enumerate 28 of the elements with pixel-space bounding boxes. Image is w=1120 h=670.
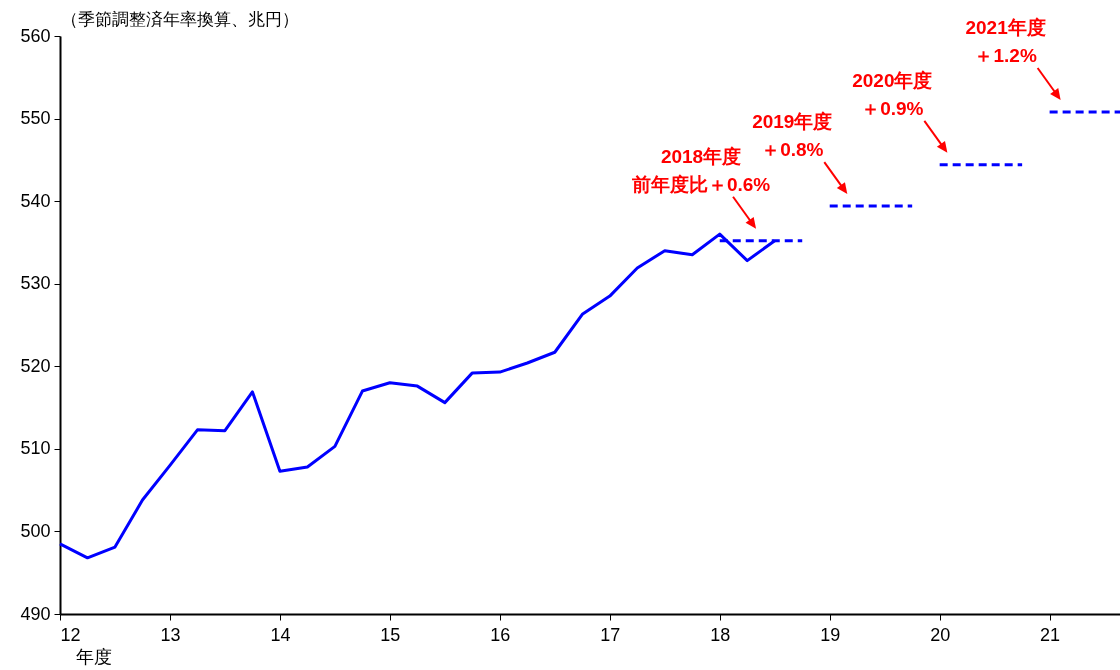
x-tick-label: 15: [380, 624, 401, 645]
y-tick-label: 510: [20, 438, 51, 459]
y-tick-label: 540: [20, 190, 51, 211]
x-tick-label: 18: [710, 624, 731, 645]
x-tick-label: 19: [820, 624, 841, 645]
x-tick-label: 12: [60, 624, 81, 645]
annotation: 2021年度: [965, 16, 1046, 38]
y-tick-label: 500: [20, 520, 51, 541]
x-tick-label: 21: [1040, 624, 1061, 645]
y-tick-label: 520: [20, 355, 51, 376]
annotation: ＋0.8%: [761, 139, 824, 161]
x-tick-label: 14: [270, 624, 291, 645]
y-tick-label: 560: [20, 25, 51, 46]
annotation: 2018年度: [660, 145, 742, 167]
y-tick-label: 490: [20, 603, 51, 624]
annotation: 2019年度: [752, 111, 833, 133]
annotation: ＋0.9%: [861, 97, 924, 119]
x-tick-label: 13: [160, 624, 181, 645]
x-tick-label: 16: [490, 624, 511, 645]
annotation: ＋1.2%: [974, 44, 1037, 66]
annotation: 前年度比＋0.6%: [630, 173, 771, 195]
annotation: 2020年度: [852, 69, 933, 91]
y-tick-label: 530: [20, 273, 51, 294]
x-tick-label: 17: [600, 624, 621, 645]
y-tick-label: 550: [20, 108, 51, 129]
x-axis-title: 年度: [75, 646, 112, 667]
y-axis-title: （季節調整済年率換算、兆円）: [60, 9, 299, 29]
x-tick-label: 20: [930, 624, 951, 645]
